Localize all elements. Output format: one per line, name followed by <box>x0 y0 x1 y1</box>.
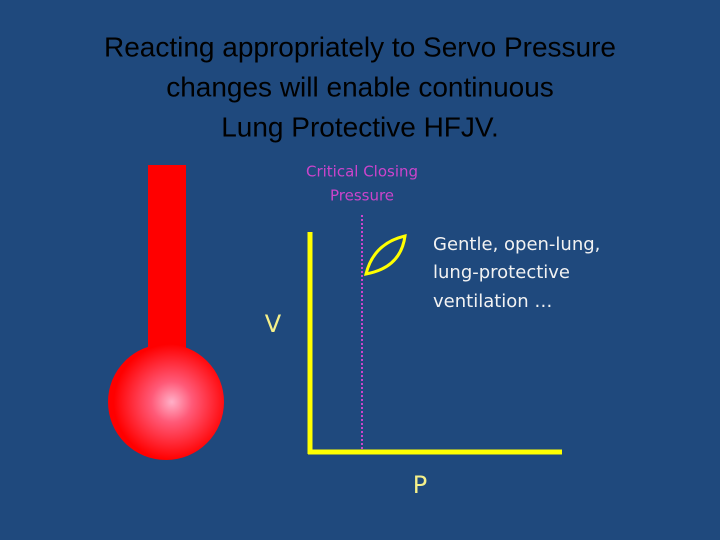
critical-label: Critical Closing <box>306 163 418 181</box>
thermometer-bulb <box>108 344 224 460</box>
note: ventilation … <box>433 291 552 312</box>
pv-loop <box>363 234 407 276</box>
thermometer-stem <box>148 165 186 365</box>
x-axis-label: P <box>413 471 427 499</box>
title-line: Lung Protective HFJV. <box>221 111 499 142</box>
critical-label: Pressure <box>330 187 394 205</box>
y-axis-label: V <box>265 310 282 338</box>
note: Gentle, open-lung, <box>433 234 600 255</box>
title-line: Reacting appropriately to Servo Pressure <box>104 31 616 62</box>
title: Reacting appropriately to Servo Pressure… <box>104 31 616 142</box>
thermometer <box>108 165 224 460</box>
title-line: changes will enable continuous <box>166 71 554 102</box>
note: lung-protective <box>433 262 570 283</box>
